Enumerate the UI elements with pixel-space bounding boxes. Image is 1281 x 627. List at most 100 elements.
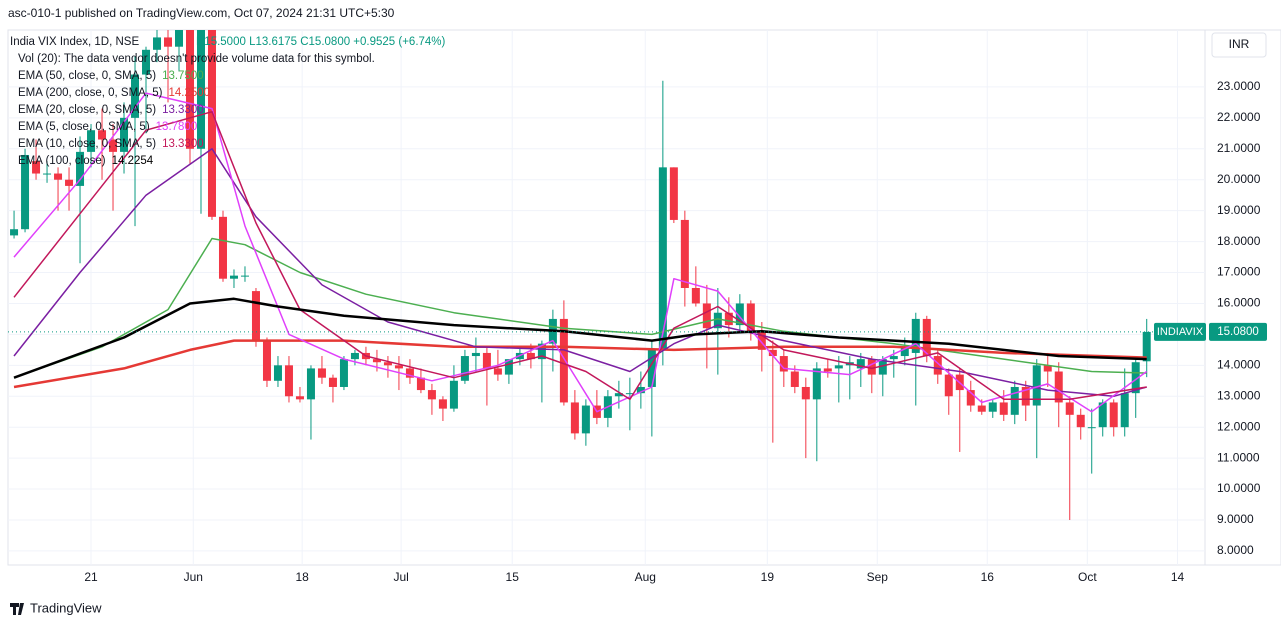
- candle-body: [559, 318, 568, 403]
- candle-body: [460, 356, 469, 381]
- candle-body: [834, 365, 843, 369]
- candle-body: [1010, 386, 1019, 415]
- candle-body: [109, 139, 118, 152]
- y-tick-label: 10.0000: [1217, 481, 1261, 495]
- candle-body: [856, 359, 865, 369]
- candle-body: [350, 352, 359, 360]
- ema-line: [13, 148, 1147, 398]
- candle-body: [944, 374, 953, 397]
- candle-body: [658, 167, 667, 350]
- candle-body: [153, 37, 162, 50]
- candle-body: [1120, 393, 1129, 428]
- candle-body: [1087, 427, 1096, 429]
- ema-line: [13, 237, 1147, 379]
- candle-body: [823, 368, 832, 372]
- candle-body: [1131, 362, 1140, 394]
- candle-body: [131, 74, 140, 118]
- candle-body: [339, 359, 348, 387]
- x-tick-label: Jun: [184, 570, 203, 584]
- candle-body: [724, 312, 733, 326]
- y-tick-label: 9.0000: [1217, 512, 1254, 526]
- candle-body: [251, 291, 260, 341]
- candle-body: [21, 154, 30, 230]
- candle-body: [801, 386, 810, 400]
- candle-body: [933, 356, 942, 375]
- y-tick-label: 21.0000: [1217, 141, 1261, 155]
- candle-body: [526, 352, 535, 360]
- volume-note: Vol (20): The data vendor doesn't provid…: [18, 53, 375, 65]
- y-tick-label: 18.0000: [1217, 234, 1261, 248]
- legend-value: 14.2254: [112, 155, 154, 167]
- candle-body: [1065, 402, 1074, 415]
- currency[interactable]: INR: [1229, 37, 1250, 51]
- y-tick-label: 23.0000: [1217, 79, 1261, 93]
- candle-body: [416, 377, 425, 391]
- legend-name: EMA (5, close, 0, SMA, 5): [18, 121, 150, 133]
- legend-name: EMA (50, close, 0, SMA, 5): [18, 70, 156, 82]
- candle-body: [757, 331, 766, 350]
- y-tick-label: 14.0000: [1217, 357, 1261, 371]
- y-tick-label: 11.0000: [1217, 450, 1260, 464]
- candle-body: [812, 368, 821, 400]
- y-tick-label: 8.0000: [1217, 543, 1254, 557]
- published-line: asc-010-1 published on TradingView.com, …: [8, 6, 395, 20]
- ema-line: [13, 92, 1148, 413]
- candle-body: [900, 346, 909, 357]
- y-tick-label: 17.0000: [1217, 265, 1261, 279]
- candle-body: [54, 173, 63, 180]
- candle-body: [1054, 371, 1063, 403]
- candle-body: [713, 312, 722, 329]
- brand: TradingView: [30, 600, 102, 615]
- candle-body: [988, 402, 997, 412]
- x-tick-label: Jul: [393, 570, 408, 584]
- candle-body: [284, 365, 293, 397]
- candle-body: [581, 405, 590, 434]
- y-tick-label: 13.0000: [1217, 388, 1261, 402]
- ema-line: [13, 110, 1147, 401]
- candle-body: [164, 37, 173, 47]
- candle-body: [32, 161, 41, 174]
- candle-body: [1043, 365, 1052, 372]
- x-tick-label: 16: [981, 570, 995, 584]
- candle-body: [185, 30, 194, 149]
- last-price-tag: [1209, 322, 1267, 341]
- legend-name: EMA (100, close): [18, 155, 106, 167]
- candle-body: [878, 359, 887, 375]
- last-price-label: 15.0800: [1217, 326, 1259, 338]
- candle-body: [317, 368, 326, 378]
- candle-body: [207, 30, 216, 217]
- candle-body: [1032, 365, 1041, 406]
- legend-value: 13.3300: [162, 138, 204, 150]
- candle-body: [383, 362, 392, 366]
- legend-value: 13.7500: [162, 70, 204, 82]
- legend-value: 13.3300: [162, 104, 204, 116]
- x-tick-label: Oct: [1078, 570, 1097, 584]
- currency-box[interactable]: [1211, 32, 1267, 58]
- x-tick-label: 14: [1171, 570, 1185, 584]
- candle-body: [790, 371, 799, 387]
- candle-body: [680, 219, 689, 288]
- y-tick-label: 20.0000: [1217, 172, 1261, 186]
- candle-body: [977, 405, 986, 412]
- candle-body: [1109, 402, 1118, 428]
- candle-body: [966, 390, 975, 406]
- legend-name: EMA (10, close, 0, SMA, 5): [18, 138, 156, 150]
- candle-body: [120, 117, 129, 152]
- candle-body: [669, 167, 678, 220]
- candle-body: [614, 393, 623, 397]
- candle-body: [1021, 386, 1030, 406]
- ema-line: [13, 297, 1147, 379]
- symbol-tag: [1154, 322, 1206, 341]
- candle-body: [779, 356, 788, 372]
- candle-body: [1098, 402, 1107, 428]
- candle-body: [482, 352, 491, 369]
- candle-body: [76, 151, 85, 186]
- legend-name: EMA (20, close, 0, SMA, 5): [18, 104, 156, 116]
- candle-body: [471, 352, 480, 357]
- candle-body: [262, 340, 271, 381]
- candle-body: [394, 365, 403, 369]
- candle-body: [768, 349, 777, 357]
- ohlc-readout: H15.5000 L13.6175 C15.0800 +0.9525 (+6.7…: [196, 36, 446, 48]
- y-tick-label: 16.0000: [1217, 296, 1261, 310]
